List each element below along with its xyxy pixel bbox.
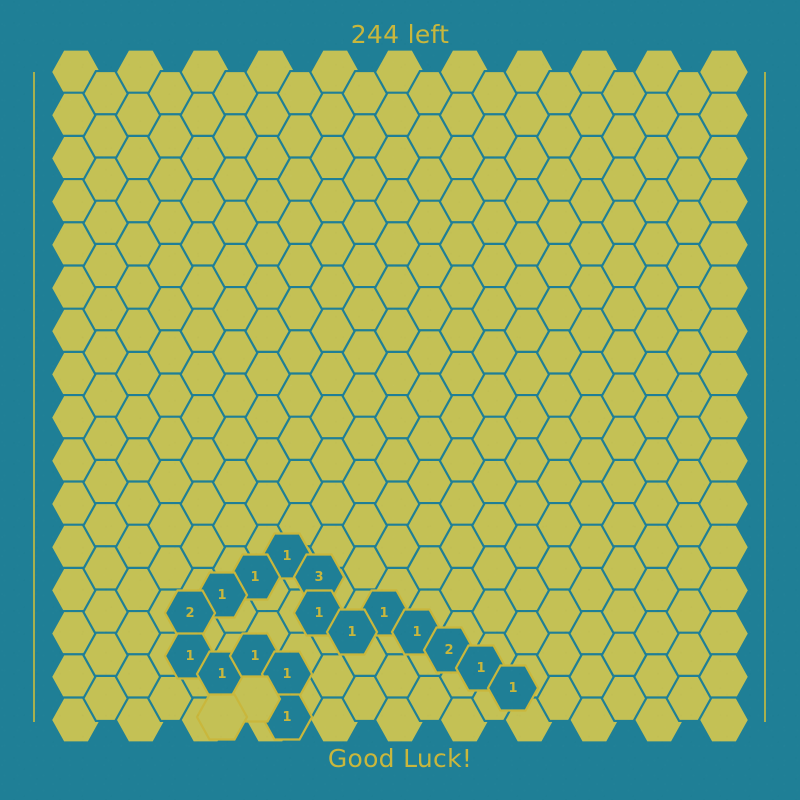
status-message: Good Luck! [327, 744, 473, 773]
hex-cell-revealed[interactable] [486, 664, 540, 712]
hex-cell-hidden[interactable] [697, 48, 751, 96]
hex-cell-hidden[interactable] [697, 566, 751, 615]
hex-cell-revealed[interactable] [163, 589, 217, 637]
hex-cell-hidden[interactable] [697, 393, 751, 442]
hex-cell-hidden[interactable] [697, 609, 751, 658]
hex-cell-hidden[interactable] [697, 134, 751, 183]
hex-cell-hidden[interactable] [697, 91, 751, 139]
hex-cell-revealed[interactable] [325, 608, 379, 656]
hex-cell-hidden[interactable] [697, 523, 751, 571]
hex-cell-hidden[interactable] [697, 221, 751, 269]
hex-cell-hidden[interactable] [697, 653, 751, 701]
hex-cell-hidden[interactable] [697, 350, 751, 399]
mines-remaining-label: 244 left [350, 20, 450, 49]
left-rule-line [33, 72, 35, 722]
hex-cell-hidden[interactable] [697, 696, 751, 744]
right-rule-line [764, 72, 766, 722]
hex-cell-hidden[interactable] [697, 264, 751, 312]
hex-cell-hidden[interactable] [697, 177, 751, 226]
hex-cell-hidden[interactable] [697, 480, 751, 528]
hex-cell-hidden[interactable] [697, 437, 751, 485]
hex-cell-hidden[interactable] [697, 307, 751, 355]
hex-cell-revealed-empty[interactable] [195, 693, 249, 741]
